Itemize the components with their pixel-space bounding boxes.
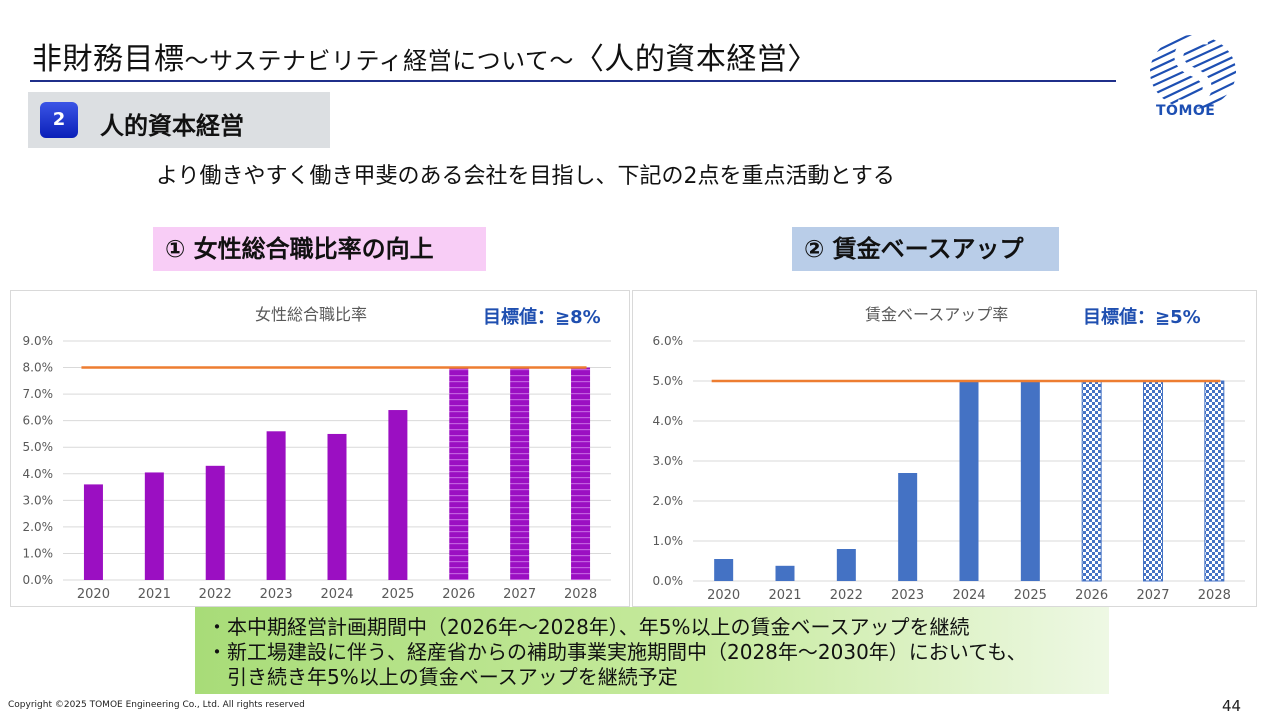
bar: [449, 367, 469, 580]
bar: [1204, 380, 1225, 582]
note-line: ・本中期経営計画期間中（2026年〜2028年）、年5%以上の賃金ベースアップを…: [207, 615, 970, 639]
bar: [836, 549, 856, 581]
y-tick-label: 0.0%: [23, 573, 54, 587]
section-header: [28, 92, 330, 148]
x-tick-label: 2021: [138, 587, 171, 602]
note-line: ・新工場建設に伴う、経産省からの補助事業実施期間中（2028年〜2030年）にお…: [207, 640, 1027, 664]
chart-title: 賃金ベースアップ率: [865, 305, 1009, 324]
section-label: 人的資本経営: [100, 112, 244, 140]
x-tick-label: 2028: [564, 587, 597, 602]
women-ratio-chart: 0.0% 1.0% 2.0% 3.0% 4.0% 5.0% 6.0% 7.0% 8.0% 9.0%…: [23, 334, 611, 602]
y-tick-label: 1.0%: [23, 546, 54, 560]
section-number-badge: 2: [40, 102, 78, 138]
logo-text: TOMOE: [1156, 103, 1216, 119]
x-tick-label: 2023: [260, 587, 293, 602]
bar: [327, 433, 347, 580]
y-tick-label: 2.0%: [653, 494, 684, 508]
x-tick-label: 2022: [199, 587, 232, 602]
bar: [571, 367, 591, 580]
y-tick-label: 2.0%: [23, 520, 54, 534]
bar: [959, 381, 979, 581]
x-tick-label: 2027: [1136, 588, 1169, 603]
wage-increase-chart-panel: 賃金ベースアップ率 目標値：≧5% 0.0% 1.0% 2.0% 3.0% 4.0% 5.…: [632, 290, 1257, 607]
page-title-main: 非財務目標: [32, 42, 185, 77]
y-tick-label: 1.0%: [653, 534, 684, 548]
page-title-tail: 〈人的資本経営〉: [573, 42, 818, 77]
bar: [714, 559, 734, 581]
target-label: 目標値：≧8%: [483, 307, 601, 328]
x-tick-label: 2020: [707, 588, 740, 603]
bar: [1081, 380, 1102, 582]
y-tick-label: 3.0%: [23, 493, 54, 507]
y-tick-label: 5.0%: [653, 374, 684, 388]
target-label: 目標値：≧5%: [1083, 307, 1201, 328]
bar: [388, 410, 408, 580]
page-number: 44: [1222, 697, 1242, 715]
x-tick-label: 2022: [830, 588, 863, 603]
y-tick-label: 0.0%: [653, 574, 684, 588]
x-tick-label: 2027: [503, 587, 536, 602]
x-tick-label: 2021: [768, 588, 801, 603]
bar: [144, 472, 164, 580]
bar: [510, 367, 530, 580]
lead-text: より働きやすく働き甲斐のある会社を目指し、下記の2点を重点活動とする: [156, 164, 895, 189]
y-tick-label: 5.0%: [23, 440, 54, 454]
x-tick-label: 2024: [952, 588, 985, 603]
x-tick-label: 2025: [1014, 588, 1047, 603]
bar: [1020, 381, 1040, 581]
bar: [266, 431, 286, 580]
x-tick-label: 2026: [1075, 588, 1108, 603]
y-tick-label: 4.0%: [653, 414, 684, 428]
x-tick-label: 2024: [320, 587, 353, 602]
x-tick-label: 2026: [442, 587, 475, 602]
chart-title: 女性総合職比率: [255, 305, 368, 324]
x-tick-label: 2023: [891, 588, 924, 603]
x-tick-label: 2025: [381, 587, 414, 602]
title-divider: [30, 80, 1116, 82]
x-tick-label: 2028: [1198, 588, 1231, 603]
y-tick-label: 3.0%: [653, 454, 684, 468]
y-tick-label: 6.0%: [653, 334, 684, 348]
bar: [898, 473, 918, 581]
bar: [775, 565, 795, 581]
page-title: 非財務目標〜サステナビリティ経営について〜〈人的資本経営〉: [32, 34, 818, 78]
x-tick-label: 2020: [77, 587, 110, 602]
y-tick-label: 9.0%: [23, 334, 54, 348]
women-ratio-heading: ① 女性総合職比率の向上: [153, 227, 486, 271]
notes-box: ・本中期経営計画期間中（2026年〜2028年）、年5%以上の賃金ベースアップを…: [195, 607, 1109, 694]
tomoe-logo: [1150, 35, 1236, 109]
women-ratio-chart-panel: 女性総合職比率 目標値：≧8% 0.0% 1.0% 2.0% 3.0% 4.0% 5.0%…: [10, 290, 630, 607]
wage-increase-heading: ② 賃金ベースアップ: [792, 227, 1059, 271]
y-tick-label: 7.0%: [23, 387, 54, 401]
copyright: Copyright ©2025 TOMOE Engineering Co., L…: [8, 700, 305, 710]
y-tick-label: 6.0%: [23, 414, 54, 428]
bar: [205, 465, 225, 580]
bar: [1143, 380, 1163, 582]
wage-increase-chart: 0.0% 1.0% 2.0% 3.0% 4.0% 5.0% 6.0% 2020 2021 2022…: [653, 334, 1245, 603]
y-tick-label: 8.0%: [23, 361, 54, 375]
page-title-sub: 〜サステナビリティ経営について〜: [184, 47, 574, 75]
note-line: 引き続き年5%以上の賃金ベースアップを継続予定: [227, 665, 678, 689]
bar: [83, 484, 103, 580]
y-tick-label: 4.0%: [23, 467, 54, 481]
